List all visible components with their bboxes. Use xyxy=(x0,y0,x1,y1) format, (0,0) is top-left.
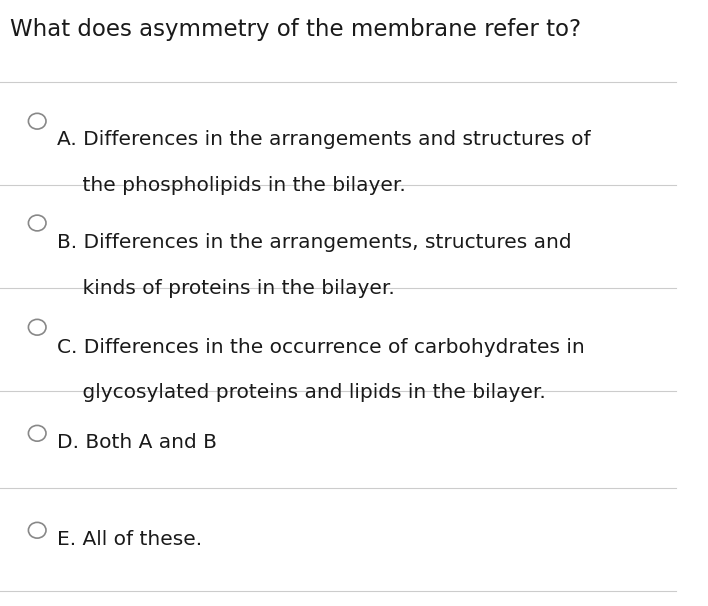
Text: E. All of these.: E. All of these. xyxy=(57,530,202,549)
Text: the phospholipids in the bilayer.: the phospholipids in the bilayer. xyxy=(57,176,406,195)
Text: kinds of proteins in the bilayer.: kinds of proteins in the bilayer. xyxy=(57,279,395,298)
Text: C. Differences in the occurrence of carbohydrates in: C. Differences in the occurrence of carb… xyxy=(57,338,586,356)
Text: D. Both A and B: D. Both A and B xyxy=(57,433,217,452)
Text: A. Differences in the arrangements and structures of: A. Differences in the arrangements and s… xyxy=(57,130,591,149)
Text: B. Differences in the arrangements, structures and: B. Differences in the arrangements, stru… xyxy=(57,233,572,252)
Text: glycosylated proteins and lipids in the bilayer.: glycosylated proteins and lipids in the … xyxy=(57,383,547,402)
Text: What does asymmetry of the membrane refer to?: What does asymmetry of the membrane refe… xyxy=(10,18,581,41)
